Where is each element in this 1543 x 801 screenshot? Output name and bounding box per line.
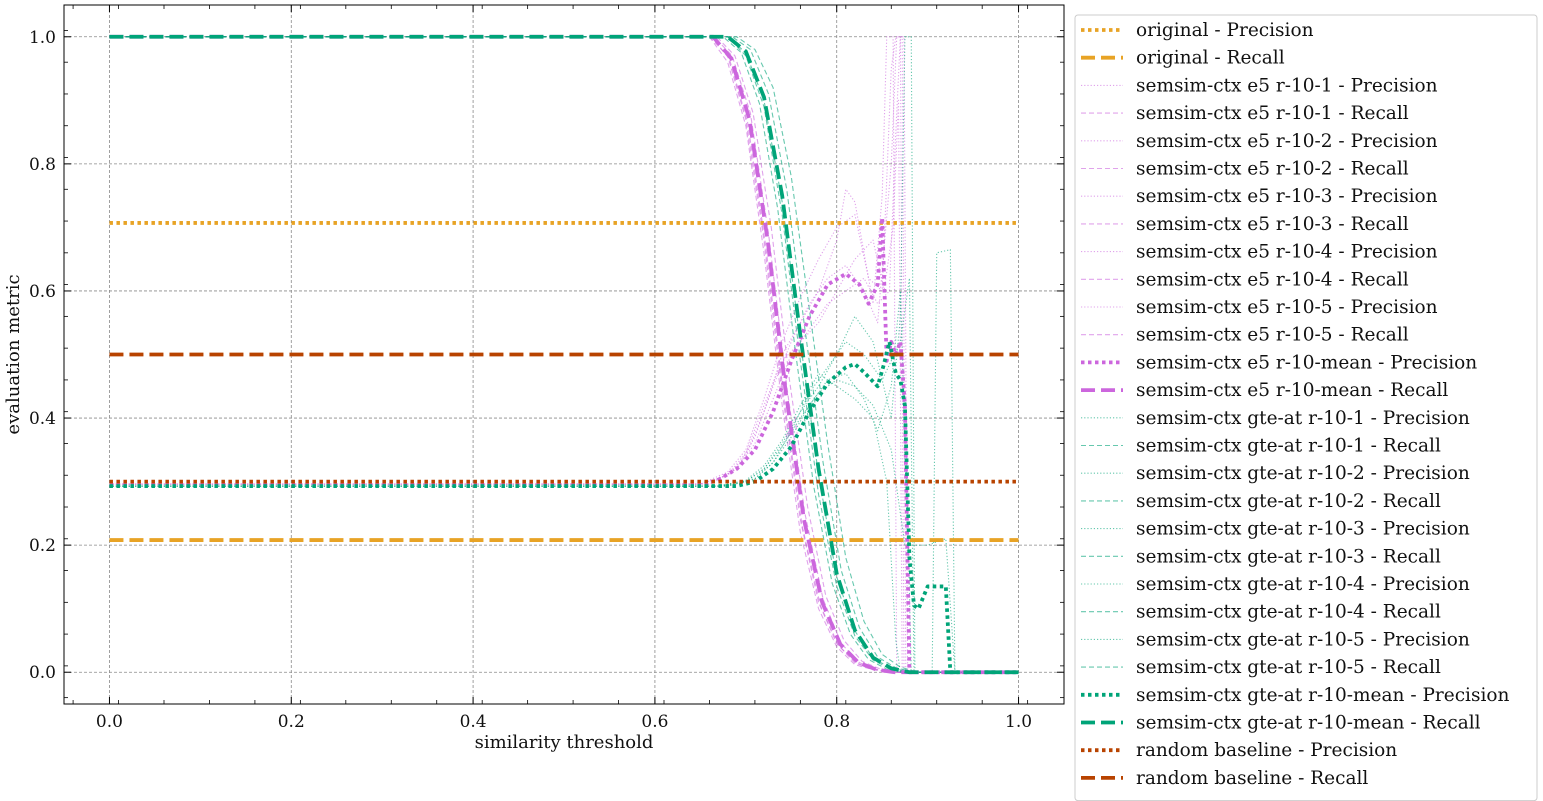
- x-tick-label: 0.4: [460, 712, 487, 732]
- x-tick-label: 0.2: [278, 712, 305, 732]
- plot-series: [109, 34, 1019, 675]
- series-line-semsim-ctx-gte-at-r-10-4-precision: [109, 249, 1019, 673]
- legend-label: semsim-ctx e5 r-10-4 - Precision: [1136, 242, 1438, 263]
- x-axis-label: similarity threshold: [475, 732, 654, 753]
- legend-label: semsim-ctx gte-at r-10-5 - Precision: [1136, 629, 1470, 650]
- legend-label: semsim-ctx gte-at r-10-3 - Precision: [1136, 519, 1470, 540]
- y-tick-label: 0.0: [29, 663, 56, 683]
- series-line-semsim-ctx-e5-r-10-3-precision: [109, 36, 1019, 673]
- legend-label: semsim-ctx e5 r-10-mean - Recall: [1136, 380, 1448, 401]
- legend-label: semsim-ctx e5 r-10-2 - Precision: [1136, 131, 1438, 152]
- series-line-semsim-ctx-e5-r-10-5-precision: [109, 99, 1019, 673]
- legend-label: semsim-ctx gte-at r-10-2 - Recall: [1136, 491, 1441, 512]
- legend-label: semsim-ctx gte-at r-10-mean - Recall: [1136, 713, 1481, 734]
- legend-label: semsim-ctx gte-at r-10-4 - Recall: [1136, 602, 1441, 623]
- legend-label: semsim-ctx e5 r-10-2 - Recall: [1136, 159, 1409, 180]
- y-tick-label: 0.8: [29, 155, 56, 175]
- legend-label: semsim-ctx e5 r-10-1 - Precision: [1136, 75, 1438, 96]
- legend-label: semsim-ctx e5 r-10-mean - Precision: [1136, 352, 1477, 373]
- legend-label: random baseline - Recall: [1136, 768, 1368, 789]
- legend-label: original - Precision: [1136, 20, 1314, 41]
- x-tick-label: 0.8: [823, 712, 850, 732]
- series-line-semsim-ctx-e5-r-10-mean-precision: [109, 215, 1019, 675]
- series-line-semsim-ctx-gte-at-r-10-3-precision: [109, 373, 1019, 673]
- legend-label: semsim-ctx e5 r-10-3 - Recall: [1136, 214, 1409, 235]
- legend-label: semsim-ctx gte-at r-10-3 - Recall: [1136, 546, 1441, 567]
- series-line-semsim-ctx-gte-at-r-10-3-recall: [109, 36, 1019, 673]
- series-line-semsim-ctx-gte-at-r-10-1-precision: [109, 36, 1019, 673]
- series-line-semsim-ctx-gte-at-r-10-4-recall: [109, 36, 1019, 673]
- series-line-semsim-ctx-gte-at-r-10-mean-precision: [109, 339, 1019, 675]
- x-tick-label: 0.0: [96, 712, 123, 732]
- legend-label: semsim-ctx gte-at r-10-1 - Precision: [1136, 408, 1470, 429]
- y-axis-label: evaluation metric: [3, 274, 24, 434]
- series-line-semsim-ctx-e5-r-10-mean-recall: [109, 34, 1019, 675]
- legend-label: semsim-ctx e5 r-10-4 - Recall: [1136, 269, 1409, 290]
- series-line-semsim-ctx-gte-at-r-10-5-precision: [109, 379, 1019, 673]
- y-tick-label: 0.4: [29, 409, 56, 429]
- legend-label: semsim-ctx e5 r-10-1 - Recall: [1136, 103, 1409, 124]
- legend: original - Precision original - Recall sem…: [1074, 14, 1538, 801]
- y-tick-label: 0.6: [29, 282, 56, 302]
- axis-ticks: 0.0 0.2 0.4 0.6 0.8 1.0 0.0 0.2 0.4 0.6 0.8 1.0: [29, 5, 1064, 732]
- series-line-semsim-ctx-e5-r-10-2-precision: [109, 36, 1019, 673]
- y-tick-label: 1.0: [29, 28, 56, 48]
- x-tick-label: 0.6: [641, 712, 668, 732]
- y-tick-label: 0.2: [29, 536, 56, 556]
- legend-label: semsim-ctx e5 r-10-5 - Recall: [1136, 325, 1409, 346]
- x-tick-label: 1.0: [1005, 712, 1032, 732]
- legend-label: semsim-ctx e5 r-10-5 - Precision: [1136, 297, 1438, 318]
- legend-label: semsim-ctx gte-at r-10-4 - Precision: [1136, 574, 1470, 595]
- legend-label: semsim-ctx e5 r-10-3 - Precision: [1136, 186, 1438, 207]
- series-line-semsim-ctx-e5-r-10-4-recall: [109, 36, 1019, 673]
- legend-label: random baseline - Precision: [1136, 740, 1397, 761]
- legend-label: semsim-ctx gte-at r-10-2 - Precision: [1136, 463, 1470, 484]
- legend-label: semsim-ctx gte-at r-10-5 - Recall: [1136, 657, 1441, 678]
- plot-frame: [63, 4, 1065, 705]
- legend-label: semsim-ctx gte-at r-10-mean - Precision: [1136, 685, 1510, 706]
- legend-label: semsim-ctx gte-at r-10-1 - Recall: [1136, 436, 1441, 457]
- series-line-semsim-ctx-gte-at-r-10-mean-recall: [109, 34, 1019, 675]
- legend-label: original - Recall: [1136, 48, 1285, 69]
